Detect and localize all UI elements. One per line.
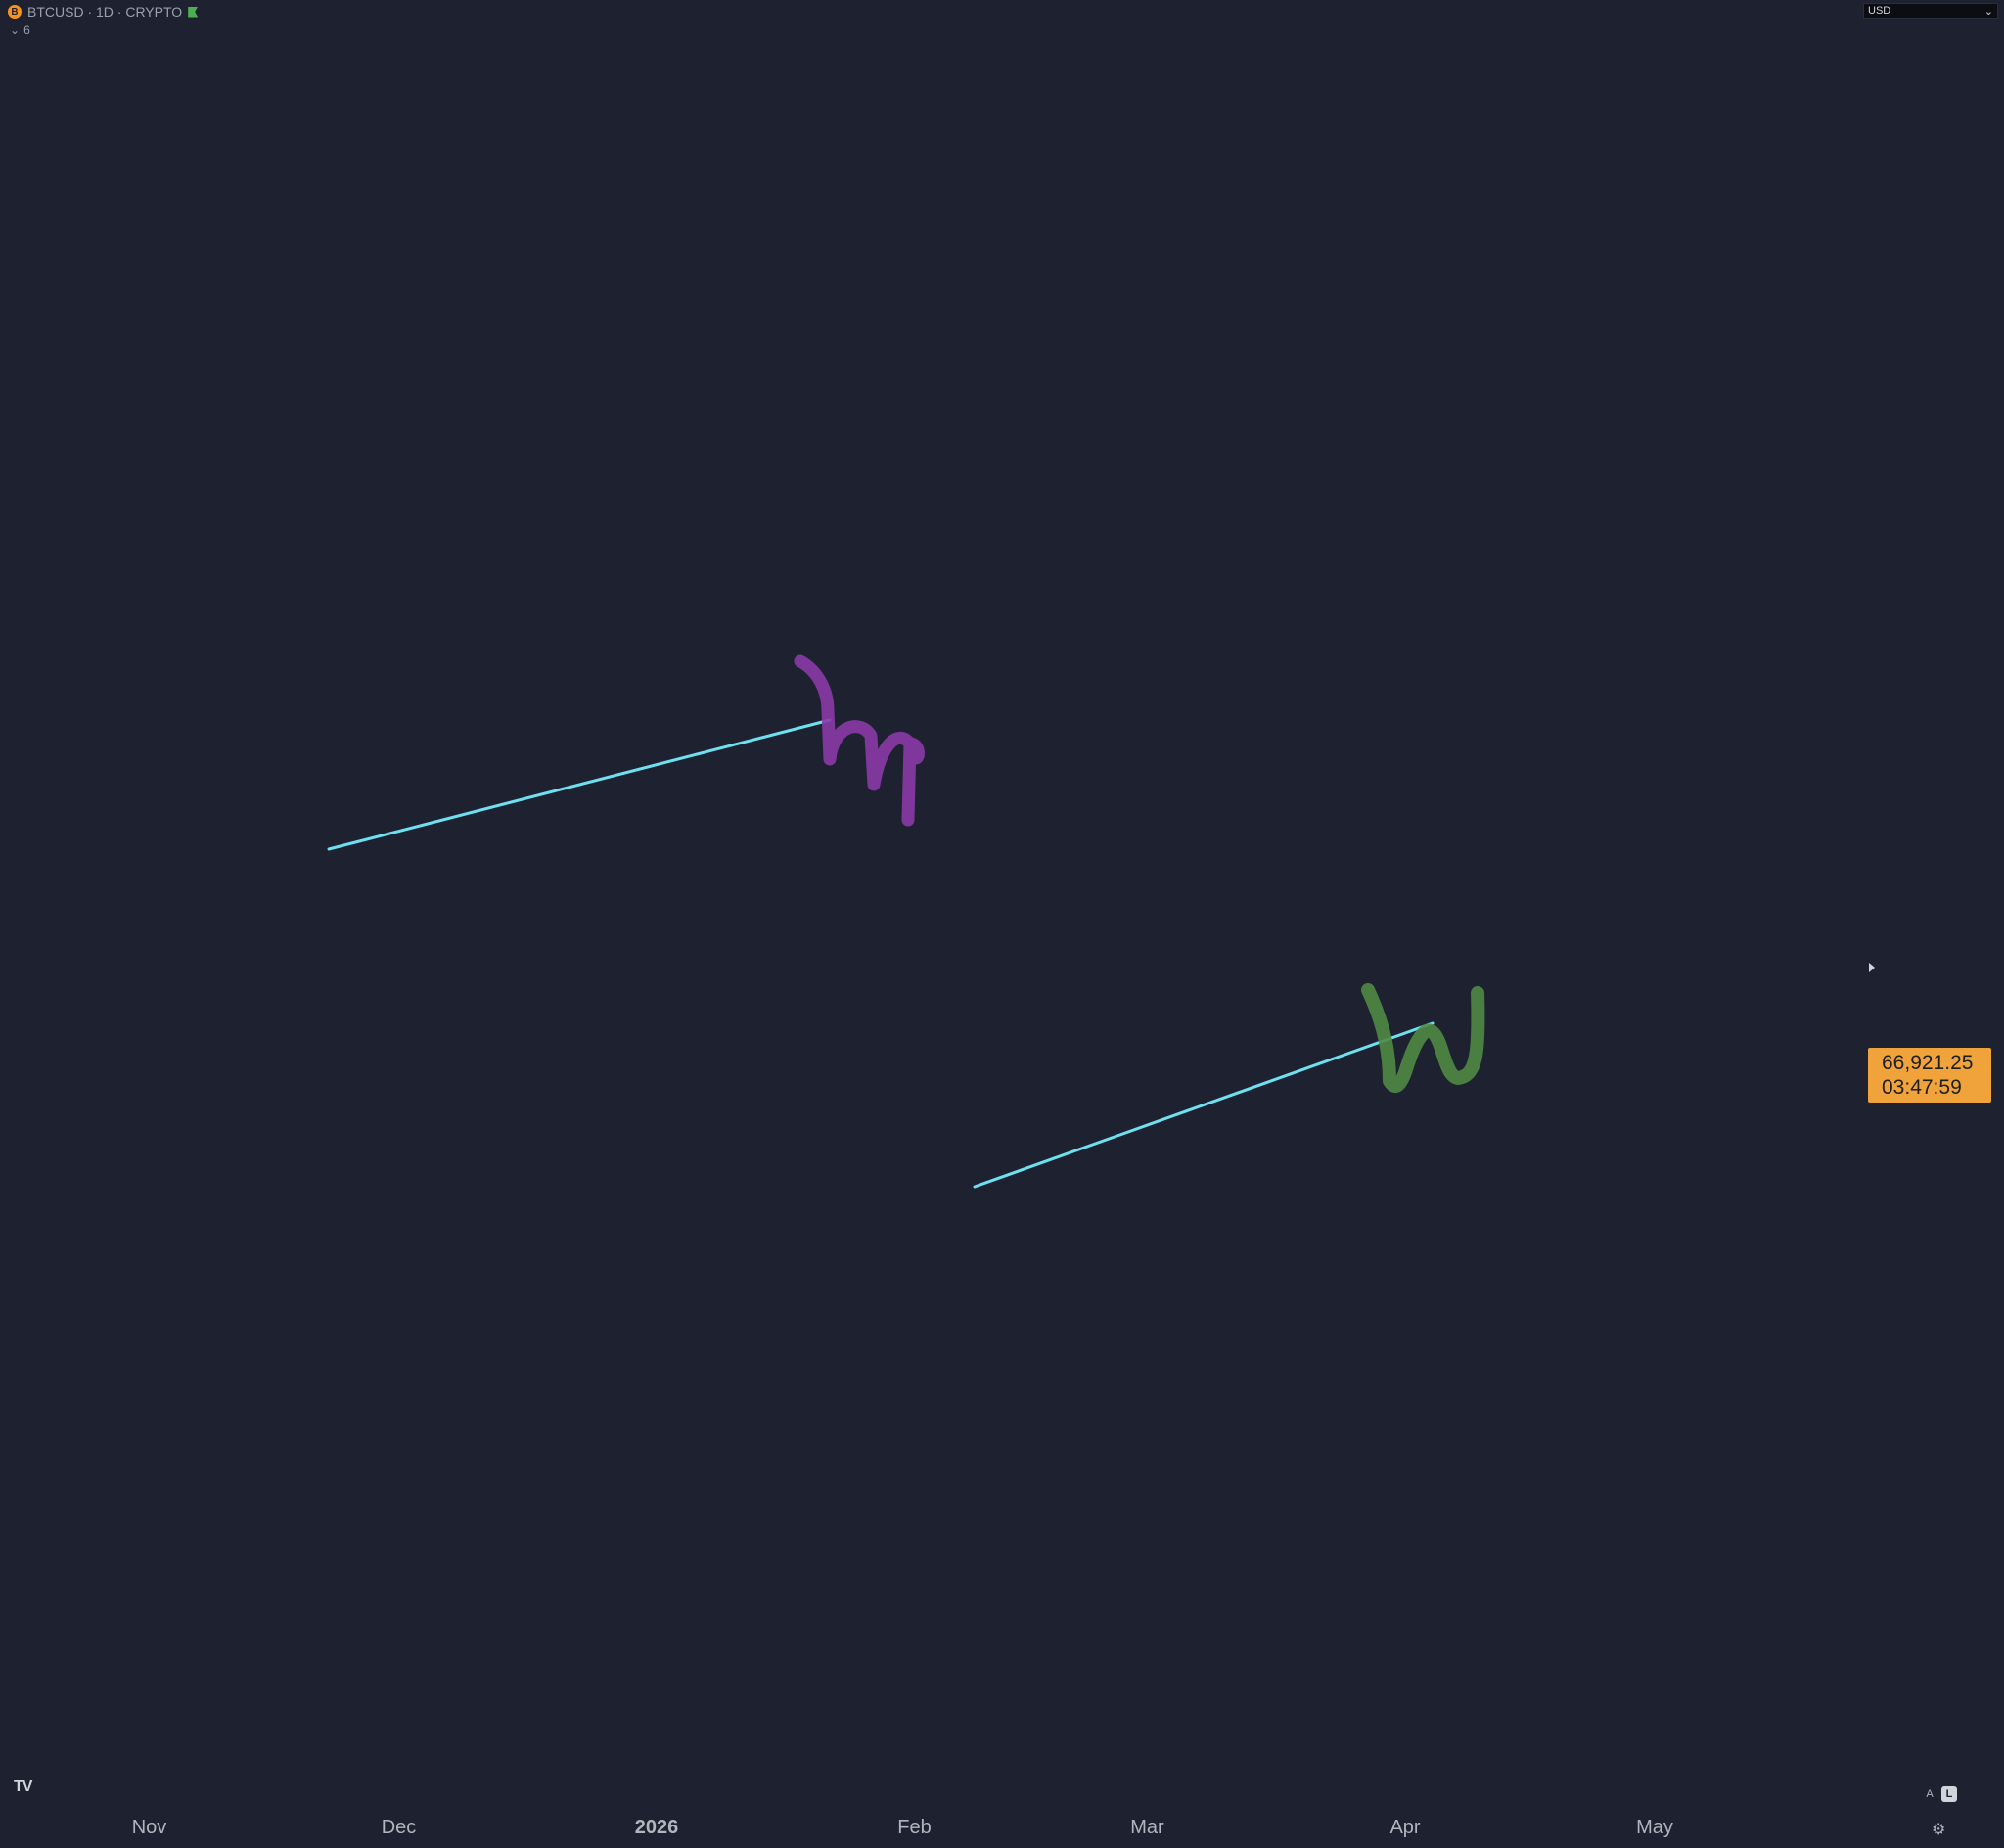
time-axis-label: Mar [1130, 1817, 1164, 1838]
symbol-line[interactable]: BTCUSD · 1D · CRYPTO [27, 4, 183, 20]
time-axis-label: 2026 [635, 1817, 679, 1838]
time-axis-label: May [1636, 1817, 1673, 1838]
currency-select[interactable]: USD ⌄ [1863, 3, 1998, 19]
log-scale-button[interactable]: L [1941, 1786, 1957, 1802]
green-path-drawing [1361, 983, 1485, 1093]
trendline-lower [973, 1021, 1435, 1189]
purple-path-drawing [794, 654, 925, 827]
currency-label: USD [1868, 5, 1891, 17]
bar-countdown: 03:47:59 [1882, 1076, 1962, 1099]
trendline-upper [327, 718, 832, 851]
time-axis-label: Nov [132, 1817, 167, 1838]
drawings-layer [327, 654, 1485, 1189]
price-axis: 160,000.00152,000.00144,000.00136,000.00… [1869, 963, 1875, 972]
indicators-count: 6 [23, 23, 30, 37]
time-axis-label: Apr [1389, 1817, 1420, 1838]
last-price-tag: 66,921.25 03:47:59 [1868, 1048, 1991, 1103]
chevron-down-icon: ⌄ [10, 23, 21, 37]
last-price: 66,921.25 [1882, 1052, 1974, 1074]
time-axis-label: Feb [897, 1817, 931, 1838]
gear-icon[interactable]: ⚙ [1932, 1822, 1946, 1838]
tradingview-logo-icon[interactable]: TV [14, 1779, 32, 1795]
price-marker-icon [1869, 963, 1875, 972]
symbol-header[interactable]: B BTCUSD · 1D · CRYPTO [8, 4, 199, 20]
chevron-down-icon: ⌄ [1983, 5, 1993, 18]
flag-icon[interactable] [188, 6, 199, 18]
indicators-toggle[interactable]: ⌄ 6 [10, 23, 30, 37]
bitcoin-icon: B [8, 5, 22, 19]
auto-scale-button[interactable]: A [1926, 1788, 1934, 1800]
time-axis-label: Dec [382, 1817, 417, 1838]
time-axis: Nov Dec 2026 Feb Mar Apr May [132, 1817, 1673, 1838]
